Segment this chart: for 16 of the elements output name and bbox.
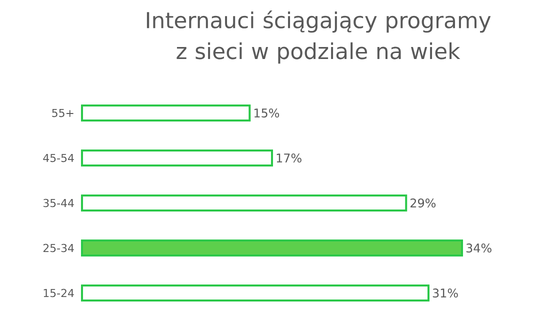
data-label: 17% bbox=[276, 153, 302, 163]
bar bbox=[81, 150, 274, 167]
y-tick-label: 55+ bbox=[52, 108, 74, 118]
bar bbox=[81, 194, 408, 212]
bar bbox=[81, 104, 251, 122]
data-label: 29% bbox=[410, 198, 436, 208]
y-tick-label: 45-54 bbox=[43, 154, 74, 162]
bar bbox=[81, 240, 464, 257]
data-label: 31% bbox=[432, 288, 458, 298]
data-label: 34% bbox=[466, 243, 492, 253]
data-label: 15% bbox=[254, 108, 280, 118]
y-tick-label: 15-24 bbox=[44, 288, 74, 298]
y-tick-label: 25-34 bbox=[43, 244, 74, 252]
bar bbox=[81, 284, 430, 302]
chart-title: Internauci ściągający programy z sieci w podziale na wiek bbox=[146, 10, 491, 64]
y-tick-label: 35-44 bbox=[43, 198, 74, 208]
